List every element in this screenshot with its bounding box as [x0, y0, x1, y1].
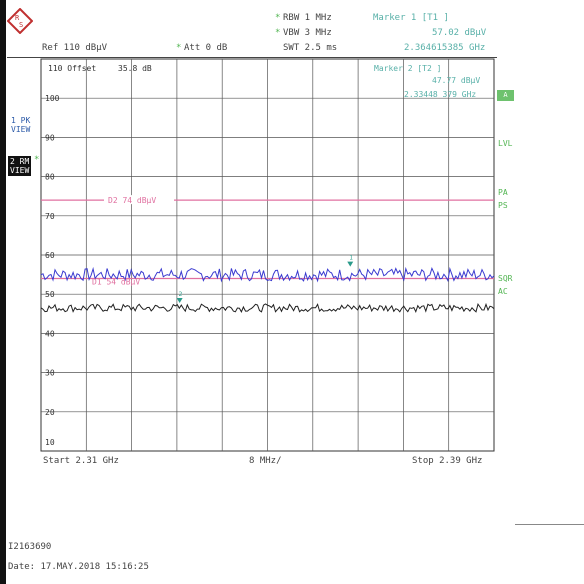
swt-label: SWT 2.5 ms: [283, 43, 338, 53]
header-divider: [7, 57, 497, 58]
trace2-view: VIEW: [10, 166, 30, 175]
offset-value: 35.8 dB: [118, 64, 152, 73]
y-tick-label: 100: [45, 94, 60, 103]
y-tick-label: 50: [45, 290, 55, 299]
svg-text:R: R: [15, 14, 20, 22]
trace2-mode: 2 RM: [10, 157, 30, 166]
att-star: *: [176, 43, 182, 53]
vbw-star: *: [275, 28, 281, 38]
y-axis-ticks: 100 90 80 70 60 50 40 30 20 10: [45, 94, 60, 447]
screenshot-date: Date: 17.MAY.2018 15:16:25: [8, 562, 149, 572]
svg-text:S: S: [19, 21, 23, 29]
marker-2-icon: [176, 297, 183, 303]
marker2-freq: 2.33448 379 GHz: [404, 90, 476, 99]
ps-label: PS: [498, 201, 508, 210]
y-tick-label: 70: [45, 212, 55, 221]
d1-limit-label: D1 54 dBµV: [92, 278, 140, 287]
stop-freq: Stop 2.39 GHz: [412, 456, 483, 466]
d2-limit-label: D2 74 dBµV: [108, 196, 156, 205]
trace1-view: VIEW: [11, 125, 31, 134]
lvl-label: LVL: [498, 139, 513, 148]
y-tick-label: 20: [45, 408, 55, 417]
marker2-title: Marker 2 [T2 ]: [374, 64, 441, 73]
sgl-indicator: A: [497, 90, 514, 101]
sqr-label: SQR: [498, 274, 513, 283]
marker-1-icon: [347, 261, 354, 267]
pa-label: PA: [498, 188, 508, 197]
att-label: Att 0 dB: [184, 43, 228, 53]
y-tick-label: 30: [45, 369, 55, 378]
ref-level: Ref 110 dBµV: [42, 43, 108, 53]
trace2-label[interactable]: 2 RM VIEW: [8, 156, 32, 176]
trace-1: [40, 266, 495, 283]
trace1-label[interactable]: 1 PK VIEW: [9, 115, 32, 135]
plot-grid: [40, 58, 495, 452]
trace1-mode: 1 PK: [11, 116, 31, 125]
marker-1-number: 1: [349, 255, 353, 262]
trace-2: [40, 302, 495, 314]
rbw-label: RBW 1 MHz: [283, 13, 332, 23]
bottom-divider: [515, 524, 584, 525]
marker1-level: 57.02 dBµV: [432, 28, 487, 38]
rohde-schwarz-logo: R S: [7, 8, 33, 34]
y-tick-label: 90: [45, 133, 55, 142]
y-tick-label: 60: [45, 251, 55, 260]
marker1-title: Marker 1 [T1 ]: [373, 13, 449, 23]
marker2-level: 47.77 dBµV: [432, 76, 480, 85]
offset-label: 110 Offset: [48, 64, 96, 73]
y-tick-label: 40: [45, 329, 55, 338]
left-border: [0, 0, 6, 584]
y-tick-label: 10: [45, 438, 55, 447]
vbw-label: VBW 3 MHz: [283, 28, 332, 38]
start-freq: Start 2.31 GHz: [43, 456, 119, 466]
y-tick-label: 80: [45, 173, 55, 182]
rbw-star: *: [275, 13, 281, 23]
traces: [40, 266, 495, 314]
d2-label-bg: [104, 195, 174, 205]
trace2-star: *: [34, 155, 40, 165]
marker-2-number: 2: [179, 291, 183, 298]
markers: 12: [176, 255, 354, 303]
screenshot-id: I2163690: [8, 542, 52, 552]
ac-label: AC: [498, 287, 508, 296]
marker1-freq: 2.364615385 GHz: [404, 43, 486, 53]
span-per-div: 8 MHz/: [249, 456, 282, 466]
